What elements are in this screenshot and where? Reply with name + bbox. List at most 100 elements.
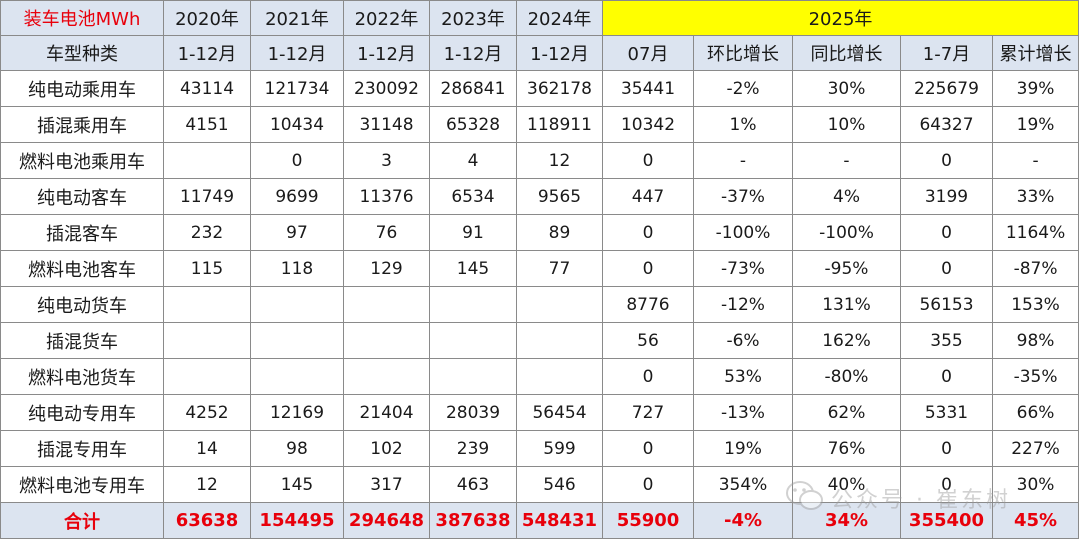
value-cell: 0 xyxy=(602,214,694,251)
col-2025-header-cell: 同比增长 xyxy=(792,35,901,71)
value-cell: 76% xyxy=(792,430,901,467)
table-row: 纯电动货车 8776 -12% 131% 56153 153% xyxy=(0,286,1080,323)
value-cell: 118 xyxy=(250,250,344,287)
value-cell: -80% xyxy=(792,358,901,395)
value-cell: 145 xyxy=(250,466,344,503)
value-cell: 0 xyxy=(900,214,993,251)
category-cell: 插混客车 xyxy=(0,214,164,251)
value-cell xyxy=(516,358,603,395)
value-cell: 1% xyxy=(693,106,793,143)
col-2025-header-cell: 环比增长 xyxy=(693,35,793,71)
value-cell: 153% xyxy=(991,286,1080,323)
period-header-cell: 1-12月 xyxy=(343,35,430,71)
value-cell: 0 xyxy=(900,358,993,395)
category-cell: 纯电动乘用车 xyxy=(0,70,164,107)
value-cell: 76 xyxy=(343,214,430,251)
col-2025-header-cell: 07月 xyxy=(602,35,694,71)
value-cell: 64327 xyxy=(900,106,993,143)
total-value-cell: 355400 xyxy=(900,502,993,539)
value-cell xyxy=(163,286,251,323)
value-cell: 31148 xyxy=(343,106,430,143)
value-cell: -73% xyxy=(693,250,793,287)
value-cell: -95% xyxy=(792,250,901,287)
value-cell: -37% xyxy=(693,178,793,215)
value-cell: -12% xyxy=(693,286,793,323)
value-cell: 98 xyxy=(250,430,344,467)
table-row: 纯电动客车 11749 9699 11376 6534 9565 447 -37% 4% 3199… xyxy=(0,178,1080,215)
value-cell xyxy=(163,358,251,395)
col-2025-header-cell: 累计增长 xyxy=(991,35,1080,71)
value-cell: 225679 xyxy=(900,70,993,107)
year-header-cell: 2024年 xyxy=(516,0,603,36)
value-cell: 30% xyxy=(792,70,901,107)
value-cell: 10342 xyxy=(602,106,694,143)
table-row: 纯电动乘用车 43114 121734 230092 286841 362178 35441… xyxy=(0,70,1080,107)
category-cell: 插混乘用车 xyxy=(0,106,164,143)
value-cell: 546 xyxy=(516,466,603,503)
value-cell: 65328 xyxy=(429,106,517,143)
value-cell: 4151 xyxy=(163,106,251,143)
value-cell: 118911 xyxy=(516,106,603,143)
value-cell: 4 xyxy=(429,142,517,179)
value-cell: 12169 xyxy=(250,394,344,431)
value-cell: 129 xyxy=(343,250,430,287)
total-value-cell: 63638 xyxy=(163,502,251,539)
value-cell: 28039 xyxy=(429,394,517,431)
value-cell: -13% xyxy=(693,394,793,431)
value-cell: 102 xyxy=(343,430,430,467)
year-header-cell: 2023年 xyxy=(429,0,517,36)
value-cell: 56454 xyxy=(516,394,603,431)
col-2025-header-cell: 1-7月 xyxy=(900,35,993,71)
year-header-cell: 2020年 xyxy=(163,0,251,36)
value-cell xyxy=(163,322,251,359)
value-cell: 0 xyxy=(602,142,694,179)
value-cell: 8776 xyxy=(602,286,694,323)
value-cell: 463 xyxy=(429,466,517,503)
table-row: 插混乘用车 4151 10434 31148 65328 118911 10342 1% 10%… xyxy=(0,106,1080,143)
period-header-cell: 1-12月 xyxy=(163,35,251,71)
total-value-cell: 294648 xyxy=(343,502,430,539)
value-cell xyxy=(429,322,517,359)
value-cell: 115 xyxy=(163,250,251,287)
value-cell: 97 xyxy=(250,214,344,251)
table-row: 插混货车 56 -6% 162% 355 98% xyxy=(0,322,1080,359)
value-cell: 162% xyxy=(792,322,901,359)
table-body: 纯电动乘用车 43114 121734 230092 286841 362178 35441… xyxy=(0,70,1080,503)
value-cell: 145 xyxy=(429,250,517,287)
category-label-cell: 车型种类 xyxy=(0,35,164,71)
table-row: 燃料电池专用车 12 145 317 463 546 0 354% 40% 0 30% xyxy=(0,466,1080,503)
value-cell: 10434 xyxy=(250,106,344,143)
value-cell: 355 xyxy=(900,322,993,359)
value-cell xyxy=(343,358,430,395)
value-cell: 56 xyxy=(602,322,694,359)
category-cell: 纯电动客车 xyxy=(0,178,164,215)
value-cell: - xyxy=(792,142,901,179)
total-value-cell: 154495 xyxy=(250,502,344,539)
total-value-cell: 387638 xyxy=(429,502,517,539)
value-cell: 362178 xyxy=(516,70,603,107)
value-cell: -2% xyxy=(693,70,793,107)
value-cell: 5331 xyxy=(900,394,993,431)
value-cell xyxy=(516,322,603,359)
value-cell: 599 xyxy=(516,430,603,467)
value-cell: 11376 xyxy=(343,178,430,215)
value-cell: 121734 xyxy=(250,70,344,107)
value-cell: 33% xyxy=(991,178,1080,215)
value-cell: 354% xyxy=(693,466,793,503)
total-value-cell: 55900 xyxy=(602,502,694,539)
value-cell: -6% xyxy=(693,322,793,359)
value-cell xyxy=(429,286,517,323)
value-cell: 0 xyxy=(602,430,694,467)
value-cell: 286841 xyxy=(429,70,517,107)
header-row-years: 装车电池MWh 2020年 2021年 2022年 2023年 2024年 20… xyxy=(0,0,1080,36)
value-cell: 11749 xyxy=(163,178,251,215)
category-cell: 插混专用车 xyxy=(0,430,164,467)
category-cell: 纯电动专用车 xyxy=(0,394,164,431)
value-cell: 0 xyxy=(900,466,993,503)
value-cell xyxy=(250,286,344,323)
value-cell: 77 xyxy=(516,250,603,287)
value-cell: 9699 xyxy=(250,178,344,215)
value-cell: 4252 xyxy=(163,394,251,431)
value-cell: -87% xyxy=(991,250,1080,287)
